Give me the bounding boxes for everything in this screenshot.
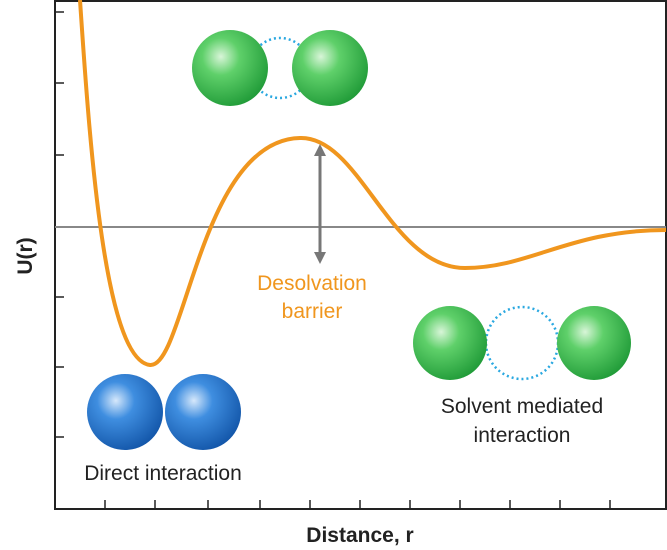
barrier-spheres: [192, 30, 368, 106]
annotation: interaction: [474, 424, 571, 447]
y-axis-label: U(r): [14, 237, 37, 274]
annotation: Solvent mediated: [441, 395, 603, 418]
annotation: Desolvation: [257, 272, 367, 295]
direct-spheres: [87, 374, 241, 450]
annotation: Direct interaction: [84, 462, 242, 485]
x-axis-label: Distance, r: [306, 524, 413, 547]
diagram: Desolvation barrier Solvent mediated int…: [0, 0, 667, 550]
annotation: barrier: [282, 300, 343, 323]
solvent-spheres: [413, 306, 631, 380]
